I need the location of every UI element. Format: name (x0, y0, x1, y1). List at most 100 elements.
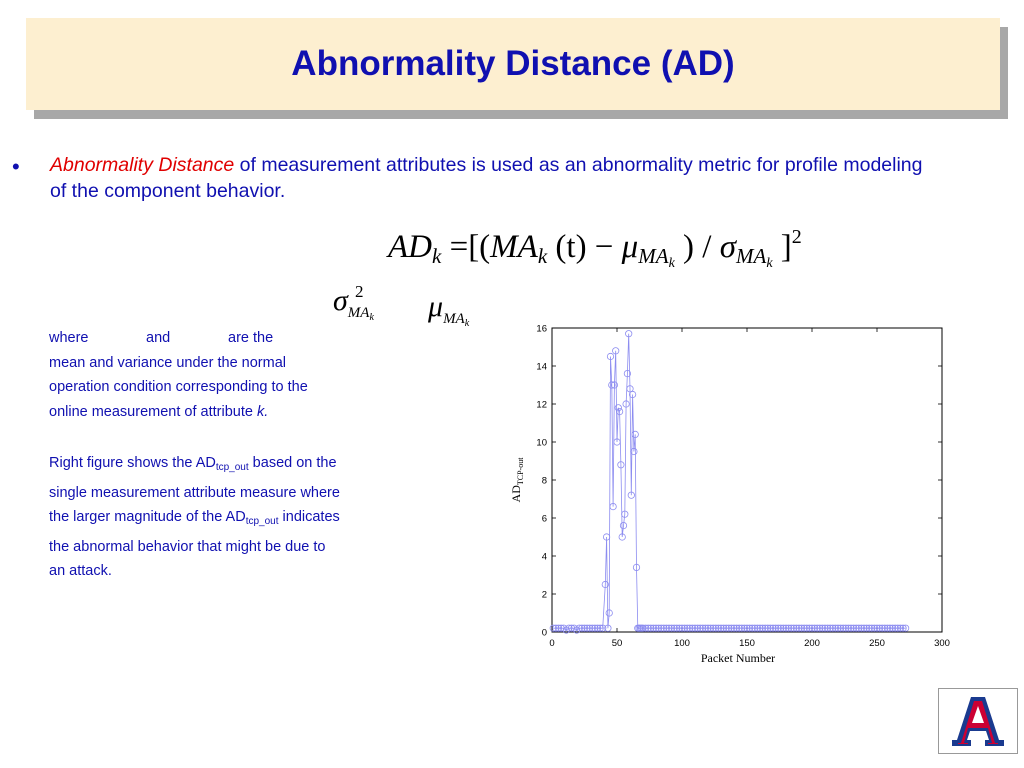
data-point (743, 624, 751, 632)
data-point (668, 624, 676, 632)
data-point (818, 624, 826, 632)
formula-mu-sub-k: k (668, 256, 675, 271)
data-point (673, 624, 681, 632)
x-tick-label: 100 (674, 638, 690, 649)
data-point (899, 624, 907, 632)
data-point (823, 624, 832, 632)
data-point (591, 624, 599, 632)
data-point (865, 624, 873, 632)
data-point (896, 624, 904, 632)
data-point (688, 624, 696, 632)
data-point (655, 624, 663, 632)
data-point (618, 533, 626, 541)
word-are-the: are the (228, 330, 274, 346)
data-point (769, 624, 777, 632)
data-point (784, 624, 793, 632)
formula-ma-sub-k: k (537, 244, 548, 268)
variance-symbol: σ 2 MAk (333, 282, 374, 323)
data-point (857, 624, 865, 632)
data-point (764, 624, 772, 632)
y-axis-label: ADTCP-out (509, 457, 525, 503)
data-point (605, 609, 613, 617)
x-tick-label: 150 (739, 638, 755, 649)
data-point (777, 624, 785, 632)
data-point (622, 400, 630, 408)
data-point (748, 624, 756, 632)
y-tick-label: 8 (542, 476, 547, 487)
x-axis-label: Packet Number (701, 651, 775, 665)
data-point (629, 390, 637, 399)
data-point (891, 624, 899, 632)
data-point (630, 447, 638, 456)
data-point (652, 624, 660, 632)
explanation-line-3: the larger magnitude of the ADtcp_out in… (49, 505, 419, 535)
data-point (735, 624, 743, 632)
data-point (619, 522, 628, 530)
data-point (805, 624, 813, 632)
data-point (632, 563, 641, 571)
data-point (852, 624, 860, 632)
data-point (631, 430, 639, 439)
data-point (662, 624, 670, 632)
data-point (686, 624, 694, 632)
x-tick-label: 0 (549, 638, 554, 649)
data-point (847, 624, 855, 632)
y-tick-label: 12 (536, 400, 547, 411)
data-point (836, 624, 845, 632)
data-point (720, 624, 728, 632)
data-point (761, 624, 769, 632)
data-point (554, 624, 563, 632)
variance-sub-ma: MA (347, 305, 370, 321)
data-point (860, 624, 868, 632)
formula-sigma-sub: MAk (736, 244, 773, 271)
y-tick-label: 14 (536, 362, 547, 373)
data-point (580, 624, 589, 632)
formula-sigma-sub-k: k (766, 256, 773, 271)
data-point (717, 624, 725, 632)
series-markers (549, 330, 910, 634)
data-point (883, 624, 891, 632)
y-tick-label: 0 (542, 628, 547, 639)
data-point (660, 624, 668, 632)
data-point (707, 624, 715, 632)
data-point (552, 624, 560, 632)
data-point (626, 385, 634, 393)
data-point (699, 624, 707, 632)
data-point (606, 352, 615, 361)
ad-formula: ADk =[(MAk (t) − μMAk ) / σMAk ]2 (388, 226, 802, 272)
data-point (709, 624, 717, 632)
data-point (722, 624, 730, 632)
y-axis-label-sub: TCP-out (516, 457, 525, 485)
formula-close: ] (780, 229, 792, 265)
y-tick-label: 2 (542, 590, 547, 601)
data-point (647, 624, 655, 632)
x-tick-label: 250 (869, 638, 885, 649)
data-point (790, 624, 798, 632)
mean-sub-k: k (464, 318, 470, 329)
formula-t-part: (t) − (555, 229, 614, 265)
data-point (612, 347, 620, 355)
data-point (678, 624, 686, 632)
logo-a-hole (972, 706, 984, 723)
explanation-line-3-a: the larger magnitude of the AD (49, 509, 246, 525)
word-and: and (146, 330, 171, 346)
tick-marks (551, 327, 943, 633)
data-point (730, 624, 738, 632)
x-tick-label: 50 (612, 638, 623, 649)
mean-sub-ma: MA (443, 311, 465, 327)
data-point (834, 624, 842, 632)
data-point (601, 580, 609, 589)
explanation-line-2: single measurement attribute measure whe… (49, 484, 340, 501)
data-point (599, 624, 607, 632)
mean-symbol: μMAk (428, 290, 469, 329)
data-point (878, 624, 886, 632)
explanation-sub-2: tcp_out (245, 516, 279, 527)
y-tick-labels: 0 2 4 6 8 10 12 14 16 (536, 324, 547, 639)
definition-line-4-text: online measurement of attribute (49, 403, 257, 420)
data-point (826, 624, 834, 632)
explanation-line-5: an attack. (49, 563, 112, 579)
data-point (649, 624, 657, 632)
variance-sub-k: k (369, 312, 374, 323)
data-point (683, 624, 691, 632)
data-point (593, 624, 602, 632)
